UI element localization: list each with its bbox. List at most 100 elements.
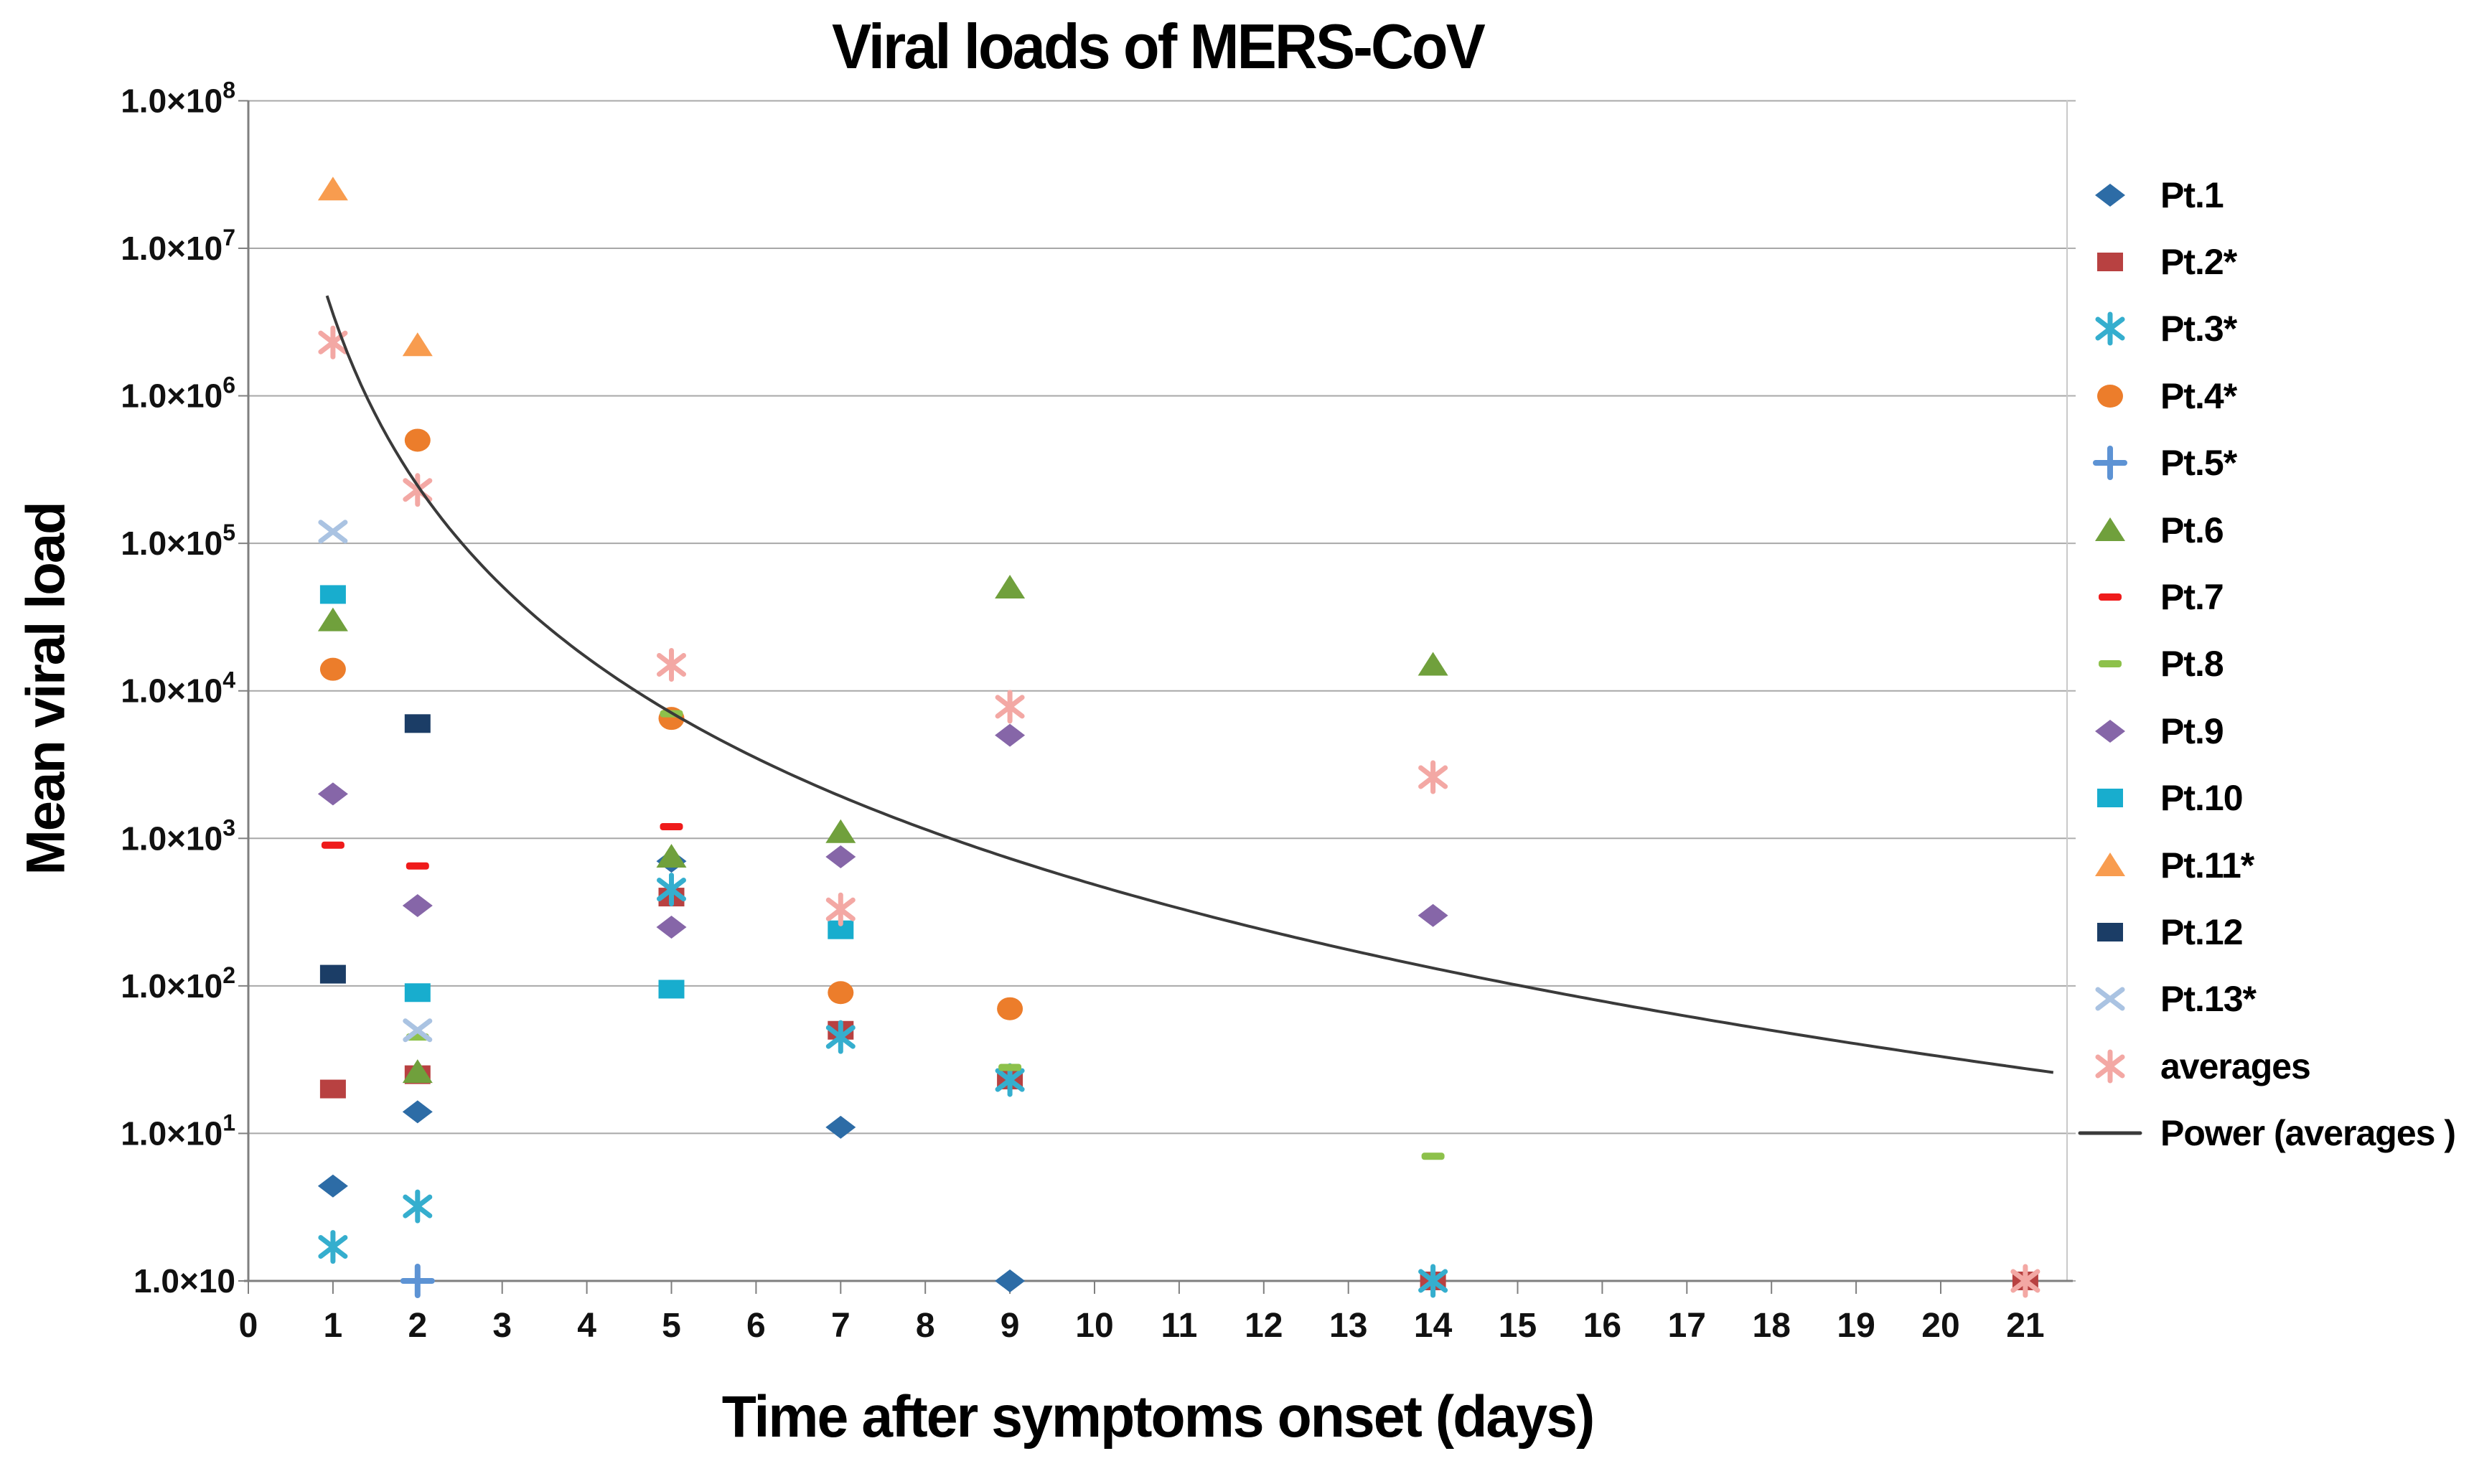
data-point-dash (1421, 1152, 1445, 1160)
data-point-square (2097, 253, 2123, 272)
data-point-square (404, 714, 431, 733)
data-point-dash (321, 841, 345, 849)
legend-label: Pt.11* (2160, 845, 2254, 886)
data-point-diamond (825, 845, 856, 868)
x-tick-label: 17 (1668, 1307, 1706, 1345)
data-point-diamond (2095, 719, 2125, 743)
data-point-x (403, 1018, 433, 1043)
x-tick-label: 14 (1414, 1307, 1453, 1345)
x-tick-label: 8 (916, 1307, 935, 1345)
legend-label: Pt.7 (2160, 577, 2224, 618)
x-tick-label: 12 (1245, 1307, 1283, 1345)
legend-item: Pt.1 (2067, 161, 2469, 228)
data-point-diamond (656, 916, 687, 939)
power-trend-line (325, 295, 2054, 1074)
data-point-x (2095, 987, 2125, 1011)
x-tick-label: 5 (662, 1307, 681, 1345)
data-point-asterisk (657, 878, 686, 902)
legend-label: Pt.12 (2160, 911, 2244, 952)
y-tick-label: 1.0×104 (121, 667, 235, 710)
legend-marker-square-icon (2097, 789, 2123, 808)
x-tick-label: 19 (1837, 1307, 1875, 1345)
data-point-dash (998, 1063, 1022, 1071)
legend-marker-triangle-icon (2095, 517, 2125, 541)
y-axis-title: Mean viral load (15, 502, 77, 875)
data-point-triangle (317, 177, 348, 201)
legend-item: Pt.13* (2067, 966, 2469, 1033)
legend-marker-diamond-icon (2095, 719, 2125, 743)
legend-item: Pt.7 (2067, 563, 2469, 630)
legend-item: averages (2067, 1033, 2469, 1099)
x-tick-label: 3 (492, 1307, 512, 1345)
data-point-circle (2097, 384, 2123, 408)
x-tick-label: 10 (1075, 1307, 1113, 1345)
data-point-dash (406, 862, 429, 870)
legend-item: Pt.12 (2067, 898, 2469, 965)
data-point-diamond (2095, 183, 2125, 207)
legend-label: Power (averages ) (2160, 1113, 2456, 1154)
legend-marker-x-icon (2095, 987, 2125, 1011)
x-tick-label: 9 (1001, 1307, 1020, 1345)
x-tick-label: 6 (746, 1307, 766, 1345)
legend-label: Pt.5* (2160, 443, 2237, 484)
data-point-diamond (1418, 903, 1448, 927)
legend-marker-plus-icon (2093, 446, 2127, 481)
legend-label: Pt.13* (2160, 979, 2257, 1020)
data-point-triangle (402, 1059, 433, 1084)
data-point-square (2097, 789, 2123, 808)
x-axis-title: Time after symptoms onset (days) (721, 1384, 1595, 1450)
legend-label: Pt.1 (2160, 174, 2224, 215)
data-point-square (319, 964, 346, 984)
legend-label: Pt.2* (2160, 242, 2237, 283)
x-tick-label: 13 (1329, 1307, 1367, 1345)
x-tick-label: 2 (408, 1307, 427, 1345)
x-tick-label: 0 (239, 1307, 258, 1345)
data-point-triangle (995, 575, 1026, 599)
data-point-asterisk (825, 897, 856, 921)
legend: Pt.1 Pt.2* Pt.3* Pt.4* Pt.5* Pt.6 Pt.7 Pt.8 Pt.9… (2067, 161, 2469, 1167)
legend-marker-square-icon (2097, 922, 2123, 941)
legend-item: Power (averages ) (2067, 1099, 2469, 1166)
data-point-dash (660, 823, 683, 831)
data-point-diamond (995, 1269, 1026, 1292)
data-point-asterisk (825, 1025, 856, 1049)
data-point-asterisk (995, 695, 1025, 719)
data-point-diamond (995, 723, 1026, 747)
data-point-asterisk (318, 1235, 348, 1259)
data-point-square (658, 980, 685, 999)
legend-item: Pt.5* (2067, 430, 2469, 497)
legend-label: averages (2160, 1046, 2311, 1086)
data-point-dash (2099, 593, 2122, 601)
chart-title: Viral loads of MERS-CoV (831, 11, 1486, 82)
x-tick-label: 7 (831, 1307, 851, 1345)
data-point-diamond (402, 894, 433, 918)
data-point-x (318, 520, 348, 544)
legend-item: Pt.9 (2067, 698, 2469, 764)
legend-marker-circle-icon (2097, 384, 2123, 408)
data-point-circle (319, 657, 346, 681)
data-point-asterisk (403, 478, 433, 502)
legend-item: Pt.2* (2067, 228, 2469, 295)
data-point-asterisk (403, 1194, 433, 1218)
data-point-diamond (317, 1174, 348, 1198)
data-point-diamond (825, 1115, 856, 1139)
data-point-square (319, 585, 346, 604)
y-tick-label: 1.0×105 (121, 520, 235, 562)
legend-marker-asterisk-icon (2095, 311, 2125, 346)
legend-item: Pt.8 (2067, 631, 2469, 698)
legend-item: Pt.6 (2067, 497, 2469, 563)
y-tick-label: 1.0×107 (121, 225, 235, 267)
data-point-asterisk (1418, 1269, 1448, 1293)
legend-item: Pt.11* (2067, 832, 2469, 898)
data-point-square (2097, 922, 2123, 941)
x-tick-label: 15 (1499, 1307, 1537, 1345)
data-point-triangle (317, 607, 348, 631)
legend-item: Pt.4* (2067, 362, 2469, 429)
y-tick-label: 1.0×106 (121, 372, 235, 415)
x-tick-label: 4 (577, 1307, 596, 1345)
data-point-diamond (317, 782, 348, 806)
legend-marker-triangle-icon (2095, 852, 2125, 876)
data-point-triangle (2095, 852, 2125, 876)
x-tick-label: 18 (1753, 1307, 1791, 1345)
